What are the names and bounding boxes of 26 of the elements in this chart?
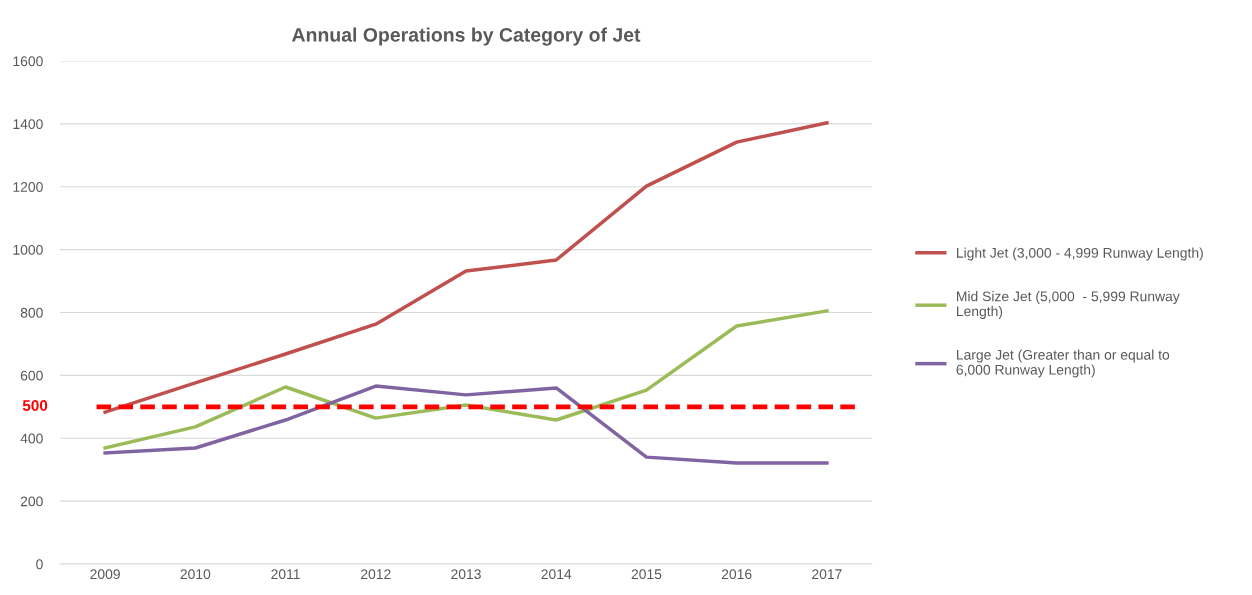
y-tick-label: 1000: [13, 244, 43, 255]
x-tick-label: 2010: [180, 569, 211, 580]
y-tick-label: 1600: [13, 56, 43, 67]
ref-line-label: 500: [22, 400, 48, 411]
x-tick-label: 2014: [541, 569, 572, 580]
line-series: [103, 121, 829, 414]
line-series: [103, 309, 829, 450]
legend-label: Light Jet (3,000 - 4,999 Runway Length): [957, 247, 1203, 261]
x-tick-label: 2013: [451, 569, 481, 580]
legend-label: Mid Size Jet (5,000 - 5,999 Runway Length): [957, 291, 1180, 319]
y-tick-label: 0: [36, 559, 43, 570]
y-tick-label: 1400: [13, 119, 43, 130]
y-tick-label: 800: [20, 307, 43, 318]
x-tick-label: 2015: [631, 569, 662, 580]
x-tick-label: 2009: [90, 569, 120, 580]
x-tick-label: 2012: [361, 569, 391, 580]
y-tick-label: 1200: [13, 182, 43, 192]
y-tick-label: 400: [20, 433, 43, 444]
x-tick-label: 2011: [271, 569, 300, 580]
chart-title: Annual Operations by Category of Jet: [292, 27, 641, 46]
x-tick-label: 2017: [812, 569, 842, 580]
line-series: [103, 384, 829, 465]
y-tick-label: 200: [20, 496, 43, 507]
x-tick-label: 2016: [721, 569, 752, 580]
legend-label: Large Jet (Greater than or equal to 6,000 Runway Length): [956, 349, 1170, 378]
y-tick-label: 600: [20, 370, 43, 381]
